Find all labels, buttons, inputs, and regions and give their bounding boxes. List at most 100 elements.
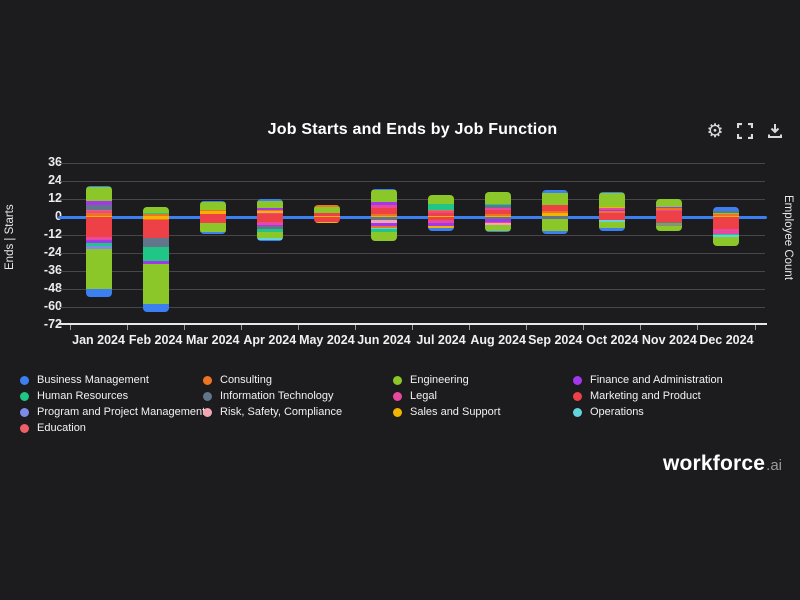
legend-item-consulting[interactable]: Consulting xyxy=(203,374,393,386)
legend-item-program-and-project-management[interactable]: Program and Project Management xyxy=(20,406,205,418)
bar-segment-consulting[interactable] xyxy=(256,209,283,211)
bar-segment-sales-and-support[interactable] xyxy=(313,221,340,223)
bar-segment-information-technology[interactable] xyxy=(85,205,112,210)
bar-segment-business-management[interactable] xyxy=(428,227,455,231)
download-icon[interactable] xyxy=(764,120,786,142)
bar-segment-legal[interactable] xyxy=(370,205,397,208)
bar-segment-business-management[interactable] xyxy=(85,289,112,297)
bar-segment-education[interactable] xyxy=(656,224,683,226)
bar-segment-legal[interactable] xyxy=(428,211,455,213)
bar-segment-legal[interactable] xyxy=(656,209,683,211)
bar-segment-sales-and-support[interactable] xyxy=(256,211,283,213)
bar-segment-legal[interactable] xyxy=(256,212,283,214)
bar-segment-business-management[interactable] xyxy=(142,304,169,312)
bar-segment-marketing-and-product[interactable] xyxy=(713,217,740,229)
bar-ends-nov-2024[interactable] xyxy=(656,217,683,231)
bar-ends-may-2024[interactable] xyxy=(313,217,340,223)
legend-item-operations[interactable]: Operations xyxy=(573,406,765,418)
legend-item-information-technology[interactable]: Information Technology xyxy=(203,390,393,402)
legend-item-business-management[interactable]: Business Management xyxy=(20,374,203,386)
bar-segment-business-management[interactable] xyxy=(199,200,226,202)
bar-ends-mar-2024[interactable] xyxy=(199,217,226,234)
bar-segment-engineering[interactable] xyxy=(142,263,169,304)
bar-segment-business-management[interactable] xyxy=(542,190,569,193)
bar-segment-sales-and-support[interactable] xyxy=(142,215,169,217)
bar-ends-jan-2024[interactable] xyxy=(85,217,112,297)
bar-segment-business-management[interactable] xyxy=(599,191,626,193)
bar-segment-marketing-and-product[interactable] xyxy=(85,217,112,237)
bar-segment-engineering[interactable] xyxy=(713,236,740,246)
bar-segment-information-technology[interactable] xyxy=(542,215,569,217)
bar-segment-marketing-and-product[interactable] xyxy=(313,217,340,222)
bar-segment-marketing-and-product[interactable] xyxy=(542,205,569,211)
bar-segment-finance-and-administration[interactable] xyxy=(85,200,112,205)
bar-segment-engineering[interactable] xyxy=(656,226,683,231)
bar-segment-engineering[interactable] xyxy=(370,232,397,241)
legend-item-finance-and-administration[interactable]: Finance and Administration xyxy=(573,374,765,386)
bar-segment-business-management[interactable] xyxy=(199,232,226,234)
bar-segment-program-and-project-management[interactable] xyxy=(85,245,112,249)
bar-starts-jul-2024[interactable] xyxy=(428,194,455,217)
bar-segment-consulting[interactable] xyxy=(313,205,340,207)
bar-segment-finance-and-administration[interactable] xyxy=(256,208,283,210)
bar-segment-engineering[interactable] xyxy=(370,190,397,202)
bar-segment-engineering[interactable] xyxy=(199,223,226,232)
bar-segment-human-resources[interactable] xyxy=(656,223,683,225)
legend-item-education[interactable]: Education xyxy=(20,422,203,434)
bar-segment-human-resources[interactable] xyxy=(713,233,740,235)
bar-segment-legal[interactable] xyxy=(599,208,626,210)
legend-item-marketing-and-product[interactable]: Marketing and Product xyxy=(573,390,765,402)
bar-segment-legal[interactable] xyxy=(428,220,455,223)
bar-ends-jun-2024[interactable] xyxy=(370,217,397,241)
bar-segment-marketing-and-product[interactable] xyxy=(313,212,340,216)
bar-segment-legal[interactable] xyxy=(256,221,283,225)
bar-segment-information-technology[interactable] xyxy=(542,217,569,219)
bar-starts-jun-2024[interactable] xyxy=(370,188,397,217)
bar-segment-marketing-and-product[interactable] xyxy=(256,217,283,222)
bar-segment-finance-and-administration[interactable] xyxy=(656,206,683,208)
bar-segment-engineering[interactable] xyxy=(656,199,683,207)
bar-segment-human-resources[interactable] xyxy=(85,242,112,246)
bar-ends-sep-2024[interactable] xyxy=(542,217,569,234)
bar-segment-engineering[interactable] xyxy=(199,202,226,210)
bar-segment-sales-and-support[interactable] xyxy=(599,206,626,208)
bar-segment-sales-and-support[interactable] xyxy=(313,215,340,217)
bar-segment-consulting[interactable] xyxy=(370,226,397,228)
bar-segment-business-management[interactable] xyxy=(256,199,283,201)
bar-segment-finance-and-administration[interactable] xyxy=(142,260,169,264)
bar-segment-human-resources[interactable] xyxy=(428,203,455,210)
bar-segment-business-management[interactable] xyxy=(256,239,283,241)
bar-segment-consulting[interactable] xyxy=(142,214,169,216)
bar-starts-feb-2024[interactable] xyxy=(142,206,169,217)
bar-segment-marketing-and-product[interactable] xyxy=(656,211,683,217)
bar-segment-consulting[interactable] xyxy=(542,211,569,213)
bar-segment-sales-and-support[interactable] xyxy=(142,217,169,219)
bar-ends-jul-2024[interactable] xyxy=(428,217,455,231)
bar-segment-engineering[interactable] xyxy=(599,221,626,228)
bar-segment-engineering[interactable] xyxy=(485,191,512,204)
bar-segment-consulting[interactable] xyxy=(199,209,226,211)
bar-segment-operations[interactable] xyxy=(370,227,397,229)
bar-segment-marketing-and-product[interactable] xyxy=(370,208,397,214)
legend-item-human-resources[interactable]: Human Resources xyxy=(20,390,203,402)
bar-segment-human-resources[interactable] xyxy=(485,203,512,205)
bar-segment-marketing-and-product[interactable] xyxy=(485,209,512,214)
bar-segment-sales-and-support[interactable] xyxy=(428,215,455,217)
bar-segment-engineering[interactable] xyxy=(85,248,112,289)
bar-segment-marketing-and-product[interactable] xyxy=(656,217,683,223)
bar-starts-jan-2024[interactable] xyxy=(85,185,112,217)
bar-segment-human-resources[interactable] xyxy=(370,229,397,232)
bar-ends-aug-2024[interactable] xyxy=(485,217,512,232)
bar-segment-marketing-and-product[interactable] xyxy=(199,217,226,223)
bar-segment-legal[interactable] xyxy=(713,229,740,234)
bar-segment-consulting[interactable] xyxy=(713,214,740,216)
bar-segment-operations[interactable] xyxy=(713,235,740,237)
bar-ends-dec-2024[interactable] xyxy=(713,217,740,246)
bar-segment-sales-and-support[interactable] xyxy=(542,212,569,216)
bar-starts-apr-2024[interactable] xyxy=(256,199,283,217)
bar-segment-information-technology[interactable] xyxy=(485,217,512,219)
bar-segment-business-management[interactable] xyxy=(485,230,512,232)
bar-segment-sales-and-support[interactable] xyxy=(485,215,512,217)
bar-segment-business-management[interactable] xyxy=(542,230,569,234)
bar-segment-information-technology[interactable] xyxy=(256,226,283,229)
